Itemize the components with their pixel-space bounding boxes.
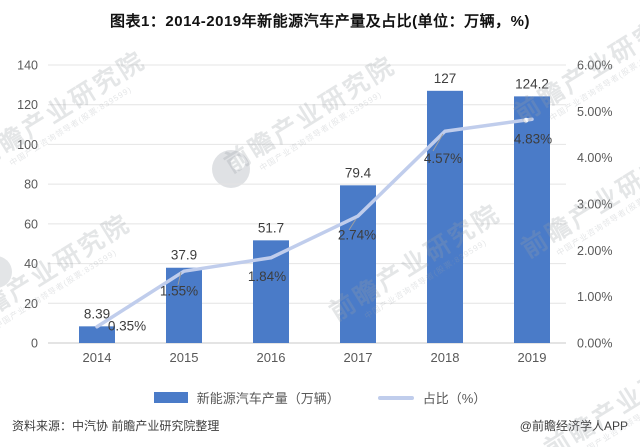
right-axis-tick: 3.00%	[577, 198, 612, 212]
x-axis-label: 2019	[518, 350, 547, 365]
bar-series-swatch	[153, 392, 188, 403]
share-value-label: 1.84%	[248, 269, 286, 284]
share-value-label: 4.57%	[424, 151, 462, 166]
bar-2017	[340, 185, 376, 343]
x-axis-label: 2016	[257, 350, 286, 365]
bar-2014	[79, 326, 115, 343]
watermark-logo-circle	[212, 150, 250, 188]
label-leader-line	[432, 133, 444, 152]
share-value-label: 4.83%	[514, 132, 552, 147]
bar-value-label: 127	[434, 71, 457, 86]
right-axis-tick: 6.00%	[577, 59, 612, 73]
legend-item-share: 占比（%）	[377, 388, 487, 407]
share-value-label: 1.55%	[160, 284, 198, 299]
bar-value-label: 124.2	[515, 76, 549, 91]
source-note: 资料来源：中汽协 前瞻产业研究院整理	[12, 419, 220, 433]
right-axis-tick: 1.00%	[577, 290, 612, 304]
watermark-logo-cut	[231, 156, 245, 170]
right-axis-tick: 2.00%	[577, 244, 612, 258]
label-leader-line	[177, 271, 182, 286]
bar-value-label: 37.9	[171, 248, 197, 263]
right-axis-tick: 0.00%	[577, 337, 612, 351]
bar-2016	[253, 240, 289, 343]
bar-value-label: 8.39	[84, 306, 110, 321]
watermark-logo-circle	[0, 256, 12, 288]
left-axis-tick: 80	[24, 178, 38, 192]
right-axis-tick: 4.00%	[577, 151, 612, 165]
credit-note: @前瞻经济学人APP	[519, 419, 628, 433]
legend: 新能源汽车产量（万辆） 占比（%）	[0, 388, 640, 407]
bar-2019	[514, 96, 550, 343]
left-axis-tick: 60	[24, 217, 38, 231]
left-axis-tick: 100	[17, 138, 38, 152]
legend-label-production: 新能源汽车产量（万辆）	[196, 391, 340, 406]
line-series-swatch	[377, 395, 414, 400]
footer: 资料来源：中汽协 前瞻产业研究院整理 @前瞻经济学人APP	[12, 417, 628, 434]
label-leader-line	[348, 218, 357, 231]
share-value-label: 0.35%	[108, 318, 146, 333]
legend-item-production: 新能源汽车产量（万辆）	[153, 388, 340, 407]
left-axis-tick: 20	[24, 297, 38, 311]
chart-title: 图表1：2014-2019年新能源汽车产量及占比(单位：万辆，%)	[110, 13, 530, 30]
right-axis-tick: 5.00%	[577, 105, 612, 119]
line-end-dot	[523, 117, 529, 123]
legend-label-share: 占比（%）	[422, 391, 487, 406]
left-axis-tick: 40	[24, 257, 38, 271]
x-axis-label: 2014	[83, 350, 112, 365]
left-axis-tick: 0	[31, 337, 38, 351]
x-axis-label: 2018	[431, 350, 460, 365]
x-axis-label: 2017	[344, 350, 373, 365]
bar-value-label: 79.4	[345, 165, 372, 180]
share-value-label: 2.74%	[338, 228, 376, 243]
share-line	[95, 117, 534, 329]
left-axis-tick: 120	[17, 98, 38, 112]
left-axis-tick: 140	[17, 59, 38, 73]
bar-value-label: 51.7	[258, 220, 284, 235]
x-axis-label: 2015	[170, 350, 199, 365]
